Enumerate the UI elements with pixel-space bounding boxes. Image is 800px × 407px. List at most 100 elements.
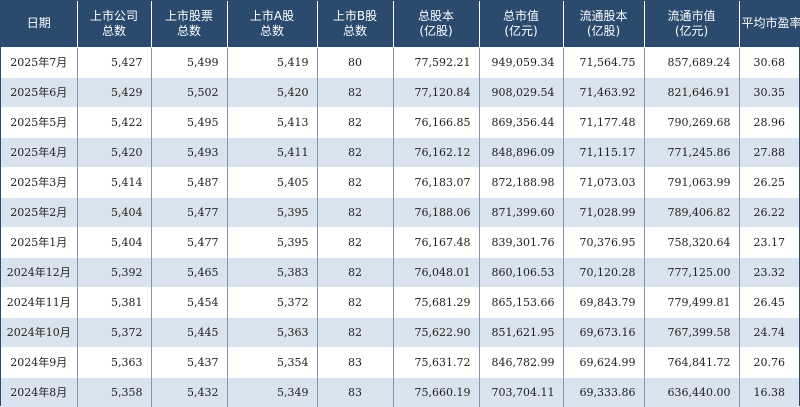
table-cell: 779,499.81 [644,286,740,317]
column-header-line2: 总数 [101,23,126,38]
table-cell: 76,183.07 [393,166,480,197]
column-header-line1: 上市B股 [332,8,378,23]
column-header-line1: 平均市盈率 [741,16,800,31]
table-cell: 851,621.95 [479,316,564,347]
table-cell: 5,358 [77,376,152,407]
table-row: 2024年12月 5,392 5,465 5,383 82 76,048.01 860,10… [1,256,799,287]
table-cell: 75,660.19 [393,376,480,407]
column-header-line2: 总数 [259,23,284,38]
table-cell: 5,432 [151,376,228,407]
table-cell: 871,399.60 [479,196,564,227]
table-cell: 83 [317,346,394,377]
table-cell: 5,354 [227,346,318,377]
table-cell: 5,349 [227,376,318,407]
column-header: 总股本 (亿股) [393,1,480,47]
table-cell: 69,624.99 [563,346,645,377]
table-cell: 30.35 [739,76,799,107]
table-cell: 5,477 [151,226,228,257]
table-row: 2025年3月 5,414 5,487 5,405 82 76,183.07 872,188… [1,166,799,197]
table-cell: 949,059.34 [479,46,564,77]
table-cell: 764,841.72 [644,346,740,377]
table-cell: 5,429 [77,76,152,107]
table-cell: 5,372 [77,316,152,347]
column-header-line1: 上市股票 [164,8,213,23]
table-cell: 636,440.00 [644,376,740,407]
table-cell: 71,177.48 [563,106,645,137]
table-cell: 75,681.29 [393,286,480,317]
table-cell: 82 [317,226,394,257]
table-cell: 27.88 [739,136,799,167]
table-cell: 82 [317,76,394,107]
table-cell: 71,564.75 [563,46,645,77]
column-header: 日期 [1,1,78,47]
table-cell: 5,493 [151,136,228,167]
table-cell: 5,454 [151,286,228,317]
table-cell: 71,028.99 [563,196,645,227]
table-cell: 16.38 [739,376,799,407]
column-header: 上市B股 总数 [317,1,394,47]
table-cell: 846,782.99 [479,346,564,377]
table-cell: 20.76 [739,346,799,377]
row-date-cell: 2024年10月 [1,316,78,347]
column-header-line1: 日期 [26,16,51,31]
table-cell: 5,437 [151,346,228,377]
column-header: 上市股票 总数 [151,1,228,47]
table-cell: 23.17 [739,226,799,257]
table-cell: 5,420 [77,136,152,167]
table-cell: 5,427 [77,46,152,77]
table-cell: 5,502 [151,76,228,107]
table-cell: 82 [317,166,394,197]
column-header-line1: 总市值 [502,8,539,23]
table-cell: 77,592.21 [393,46,480,77]
table-cell: 82 [317,106,394,137]
table-cell: 5,420 [227,76,318,107]
table-row: 2025年1月 5,404 5,477 5,395 82 76,167.48 839,301… [1,226,799,257]
table-cell: 71,115.17 [563,136,645,167]
table-cell: 77,120.84 [393,76,480,107]
table-cell: 69,673.16 [563,316,645,347]
table-row: 2025年4月 5,420 5,493 5,411 82 76,162.12 848,896… [1,136,799,167]
table-cell: 76,048.01 [393,256,480,287]
table-cell: 5,405 [227,166,318,197]
table-cell: 791,063.99 [644,166,740,197]
table-cell: 71,073.03 [563,166,645,197]
row-date-cell: 2024年9月 [1,346,78,377]
table-row: 2024年11月 5,381 5,454 5,372 82 75,681.29 865,15… [1,286,799,317]
table-cell: 908,029.54 [479,76,564,107]
table-cell: 5,411 [227,136,318,167]
column-header-line1: 流通股本 [579,8,628,23]
table-cell: 5,404 [77,226,152,257]
table-row: 2025年7月 5,427 5,499 5,419 80 77,592.21 949,059… [1,46,799,77]
column-header: 流通市值 (亿元) [644,1,740,47]
table-cell: 5,395 [227,226,318,257]
table-cell: 5,465 [151,256,228,287]
table-cell: 821,646.91 [644,76,740,107]
table-cell: 5,487 [151,166,228,197]
table-cell: 848,896.09 [479,136,564,167]
column-header-line1: 流通市值 [667,8,716,23]
column-header-line2: (亿股) [586,23,621,38]
table-cell: 758,320.64 [644,226,740,257]
column-header: 流通股本 (亿股) [563,1,645,47]
table-cell: 82 [317,316,394,347]
table-cell: 75,622.90 [393,316,480,347]
table-cell: 5,477 [151,196,228,227]
column-header: 总市值 (亿元) [479,1,564,47]
row-date-cell: 2025年1月 [1,226,78,257]
table-cell: 23.32 [739,256,799,287]
column-header: 上市公司 总数 [77,1,152,47]
table-row: 2024年8月 5,358 5,432 5,349 83 75,660.19 703,704… [1,376,799,407]
table-cell: 771,245.86 [644,136,740,167]
table-cell: 76,167.48 [393,226,480,257]
table-cell: 26.25 [739,166,799,197]
table-row: 2024年9月 5,363 5,437 5,354 83 75,631.72 846,782… [1,346,799,377]
row-date-cell: 2025年6月 [1,76,78,107]
table-cell: 5,392 [77,256,152,287]
row-date-cell: 2024年12月 [1,256,78,287]
table-cell: 767,399.58 [644,316,740,347]
table-cell: 5,363 [227,316,318,347]
row-date-cell: 2025年3月 [1,166,78,197]
table-row: 2024年10月 5,372 5,445 5,363 82 75,622.90 851,62… [1,316,799,347]
column-header-line2: 总数 [342,23,367,38]
